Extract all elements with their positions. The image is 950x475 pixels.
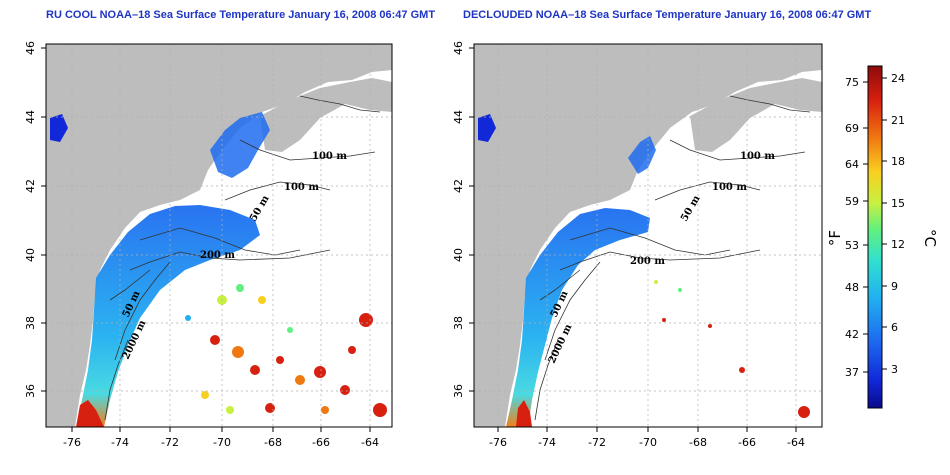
celsius-tick: 15 [891,197,905,210]
celsius-tick: 3 [891,363,898,376]
xtick-label: -72 [161,436,179,449]
fahrenheit-tick: 69 [845,122,859,135]
yticklabels-left: 36 38 40 42 44 46 [24,41,37,398]
xtick-label: -70 [639,436,657,449]
celsius-tick: 12 [891,238,905,251]
novascotia-left [260,78,392,152]
xticklabels-left: -76 -74 -72 -70 -68 -66 -64 [63,436,379,449]
xtick-label: -64 [787,436,805,449]
fahrenheit-tick: 64 [845,158,859,171]
xtick-label: -66 [738,436,756,449]
colorbar-c-labels: 24 21 18 15 12 9 6 3 [891,72,905,376]
ytick-label: 44 [452,110,465,124]
ytick-label: 40 [452,248,465,262]
ytick-label: 44 [24,110,37,124]
ytick-label: 42 [24,179,37,193]
contour-label-left-2: 100 m [284,182,319,193]
sst-blue-gom-right [628,136,656,174]
ytick-label: 40 [24,248,37,262]
ytick-label: 42 [452,179,465,193]
xtick-label: -74 [111,436,129,449]
fahrenheit-tick: 42 [845,328,859,341]
xtick-label: -68 [264,436,282,449]
grid-right [474,44,822,427]
colorbar: 75 69 64 59 53 48 42 37 24 21 18 15 12 9… [826,65,939,409]
sst-blue-bay-right [478,114,496,142]
colorbar-gradient [867,65,883,409]
xtick-label: -70 [213,436,231,449]
celsius-tick: 6 [891,321,898,334]
colorbar-f-labels: 75 69 64 59 53 48 42 37 [845,76,859,379]
fahrenheit-unit-label: °F [826,230,844,246]
ytick-label: 46 [24,41,37,55]
ytick-label: 46 [452,41,465,55]
contours-left [104,95,381,421]
xticklabels-right: -76 -74 -72 -70 -68 -66 -64 [489,436,805,449]
sst-shelf-right [506,208,650,427]
sst-shelf-left [76,205,260,427]
land-right [474,44,822,427]
fahrenheit-tick: 48 [845,281,859,294]
sst-blue-gom-left [210,112,270,178]
bay-right [630,178,670,204]
xtick-label: -72 [588,436,606,449]
contour-label-left-4: 200 m [200,250,235,261]
xtick-label: -74 [538,436,556,449]
sst-warm-tip-right [516,400,532,427]
celsius-tick: 9 [891,280,898,293]
novascotia-right [690,78,822,152]
contours-right [534,95,811,421]
contour-label-right-1: 100 m [740,151,775,162]
map-left: 100 m 100 m 50 m 200 m 50 m 2000 m -76 -… [24,41,393,449]
title-left: RU COOL NOAA–18 Sea Surface Temperature … [46,9,436,21]
sst-patches-left [185,284,387,417]
celsius-tick: 18 [891,155,905,168]
xtick-label: -76 [63,436,81,449]
fahrenheit-tick: 53 [845,239,859,252]
map-left-frame [45,43,393,428]
ytick-label: 36 [452,384,465,398]
xtick-label: -64 [361,436,379,449]
xtick-label: -66 [312,436,330,449]
sst-blue-bay-left [50,114,68,142]
celsius-tick: 24 [891,72,905,85]
fahrenheit-tick: 37 [845,366,859,379]
sst-warm-tip-left [76,400,104,427]
celsius-unit-label: °C [921,229,939,247]
ticks-right [469,47,797,432]
contour-label-right-2: 100 m [712,182,747,193]
ytick-label: 38 [24,316,37,330]
yticklabels-right: 36 38 40 42 44 46 [452,41,465,398]
fahrenheit-tick: 59 [845,195,859,208]
ytick-label: 38 [452,316,465,330]
colorbar-ticks [863,77,887,373]
celsius-tick: 21 [891,114,905,127]
ticks-left [41,47,371,432]
contour-label-left-1: 100 m [312,151,347,162]
sst-patches-right [654,280,810,418]
xtick-label: -76 [489,436,507,449]
ytick-label: 36 [24,384,37,398]
map-right: 100 m 100 m 50 m 200 m 50 m 2000 m -76 -… [452,41,823,449]
contour-label-right-4: 200 m [630,256,665,267]
grid-left [46,44,392,427]
title-right: DECLOUDED NOAA–18 Sea Surface Temperatur… [463,9,872,21]
xtick-label: -68 [689,436,707,449]
bay-left [200,178,240,204]
land-left [46,44,392,427]
fahrenheit-tick: 75 [845,76,859,89]
